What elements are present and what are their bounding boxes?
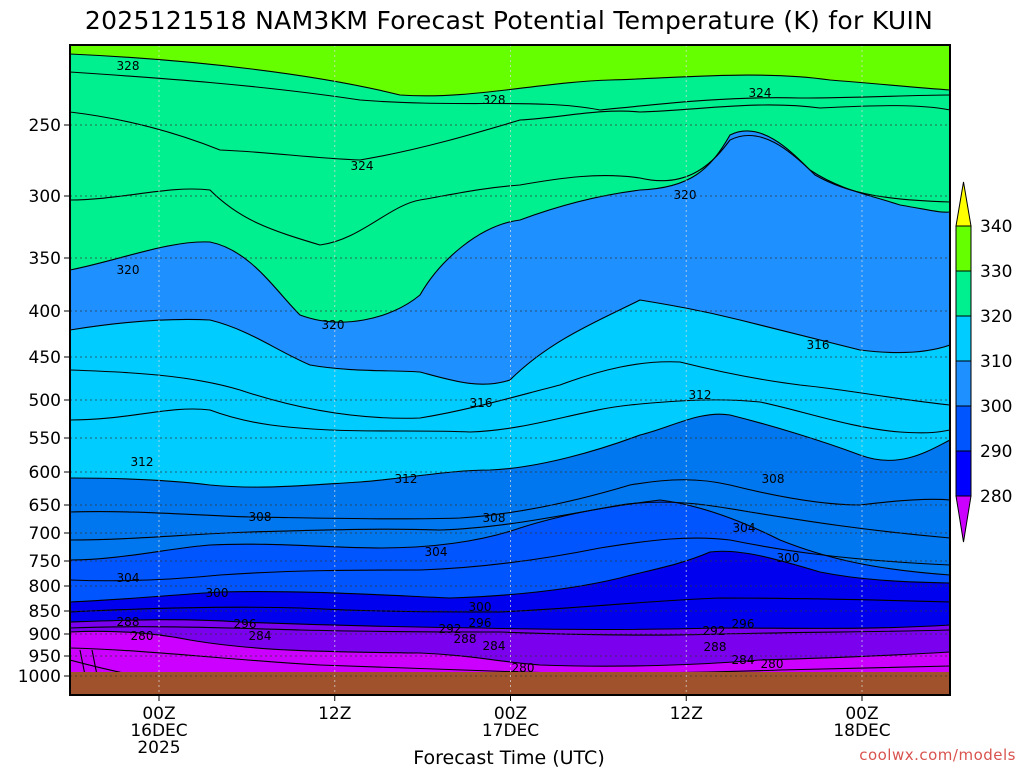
contour-label: 316 [470,396,493,410]
y-tick-label: 650 [29,496,61,516]
y-tick-label: 1000 [18,667,61,687]
contour-label: 300 [469,600,492,614]
contour-label: 312 [395,472,418,486]
colorbar-swatch [955,315,972,362]
x-tick-label: 16DEC [130,721,187,741]
y-tick-label: 550 [29,429,61,449]
contour-label: 304 [733,521,756,535]
contour-label: 308 [762,472,785,486]
contour-labels: 328 328 324 324 320 320 320 316 316 312 312 312 308 3… [117,59,830,675]
contour-lines [70,53,950,681]
contour-label: 292 [439,622,462,636]
x-tick-label: 00Z [142,704,175,724]
contour-label: 304 [425,545,448,559]
contour-label: 320 [674,188,697,202]
colorbar-bottom-arrow [955,495,972,543]
contour-label: 288 [117,615,140,629]
x-tick-label: 00Z [494,704,527,724]
contour-label: 308 [483,511,506,525]
colorbar-label: 310 [980,352,1012,372]
contour-label: 312 [689,388,712,402]
contour-label: 312 [131,455,154,469]
x-tick-label: 12Z [318,704,351,724]
x-axis-title: Forecast Time (UTC) [413,747,604,768]
x-tick-label: 18DEC [833,721,890,741]
colorbar-swatch [955,360,972,407]
x-tick-label: 00Z [845,704,878,724]
ground-fill [70,672,950,695]
y-tick-label: 350 [29,249,61,269]
y-tick-label: 450 [29,348,61,368]
contour-label: 284 [249,629,272,643]
contour-label: 328 [483,93,506,107]
colorbar-swatch [955,270,972,317]
y-tick-label: 600 [29,463,61,483]
contour-label: 304 [117,571,140,585]
x-tick-label: 17DEC [482,721,539,741]
y-tick-label: 750 [29,552,61,572]
colorbar-label: 340 [980,217,1012,237]
y-tick-label: 300 [29,187,61,207]
contour-label: 288 [454,632,477,646]
colorbar-swatch [955,450,972,497]
colorbar: 340 330 320 310 300 290 280 [955,181,1012,543]
contour-label: 320 [322,318,345,332]
colorbar-label: 280 [980,487,1012,507]
contour-label: 300 [206,586,229,600]
colorbar-swatch [955,225,972,272]
contour-label: 288 [704,640,727,654]
contour-label: 320 [117,263,140,277]
y-tick-label: 250 [29,116,61,136]
x-tick-label: 12Z [670,704,703,724]
contour-label: 308 [249,510,272,524]
y-tick-label: 400 [29,302,61,322]
y-axis: 250 300 350 400 450 500 550 600 650 700 750 800 850 9… [18,116,70,687]
contour-label: 296 [469,616,492,630]
x-tick-label: 2025 [137,738,180,758]
colorbar-label: 300 [980,397,1012,417]
y-tick-label: 950 [29,647,61,667]
contour-label: 296 [234,617,257,631]
colorbar-label: 330 [980,262,1012,282]
contour-label: 324 [749,86,772,100]
y-tick-label: 700 [29,524,61,544]
contour-label: 280 [761,657,784,671]
y-tick-label: 900 [29,625,61,645]
gridlines [70,45,950,695]
contour-label: 296 [732,617,755,631]
chart-title: 2025121518 NAM3KM Forecast Potential Tem… [85,6,933,35]
colorbar-label: 290 [980,442,1012,462]
credit-text: coolwx.com/models [859,746,1016,764]
colorbar-top-arrow [955,181,972,227]
contour-label: 300 [777,551,800,565]
contour-label: 316 [807,338,830,352]
contour-label: 280 [512,661,535,675]
colorbar-swatch [955,405,972,452]
y-tick-label: 800 [29,577,61,597]
y-tick-label: 850 [29,602,61,622]
y-tick-label: 500 [29,391,61,411]
contour-label: 328 [117,59,140,73]
contour-label: 284 [483,639,506,653]
contour-label: 324 [351,159,374,173]
contour-label: 292 [703,624,726,638]
contour-label: 284 [732,653,755,667]
colorbar-label: 320 [980,307,1012,327]
contour-label: 280 [131,629,154,643]
